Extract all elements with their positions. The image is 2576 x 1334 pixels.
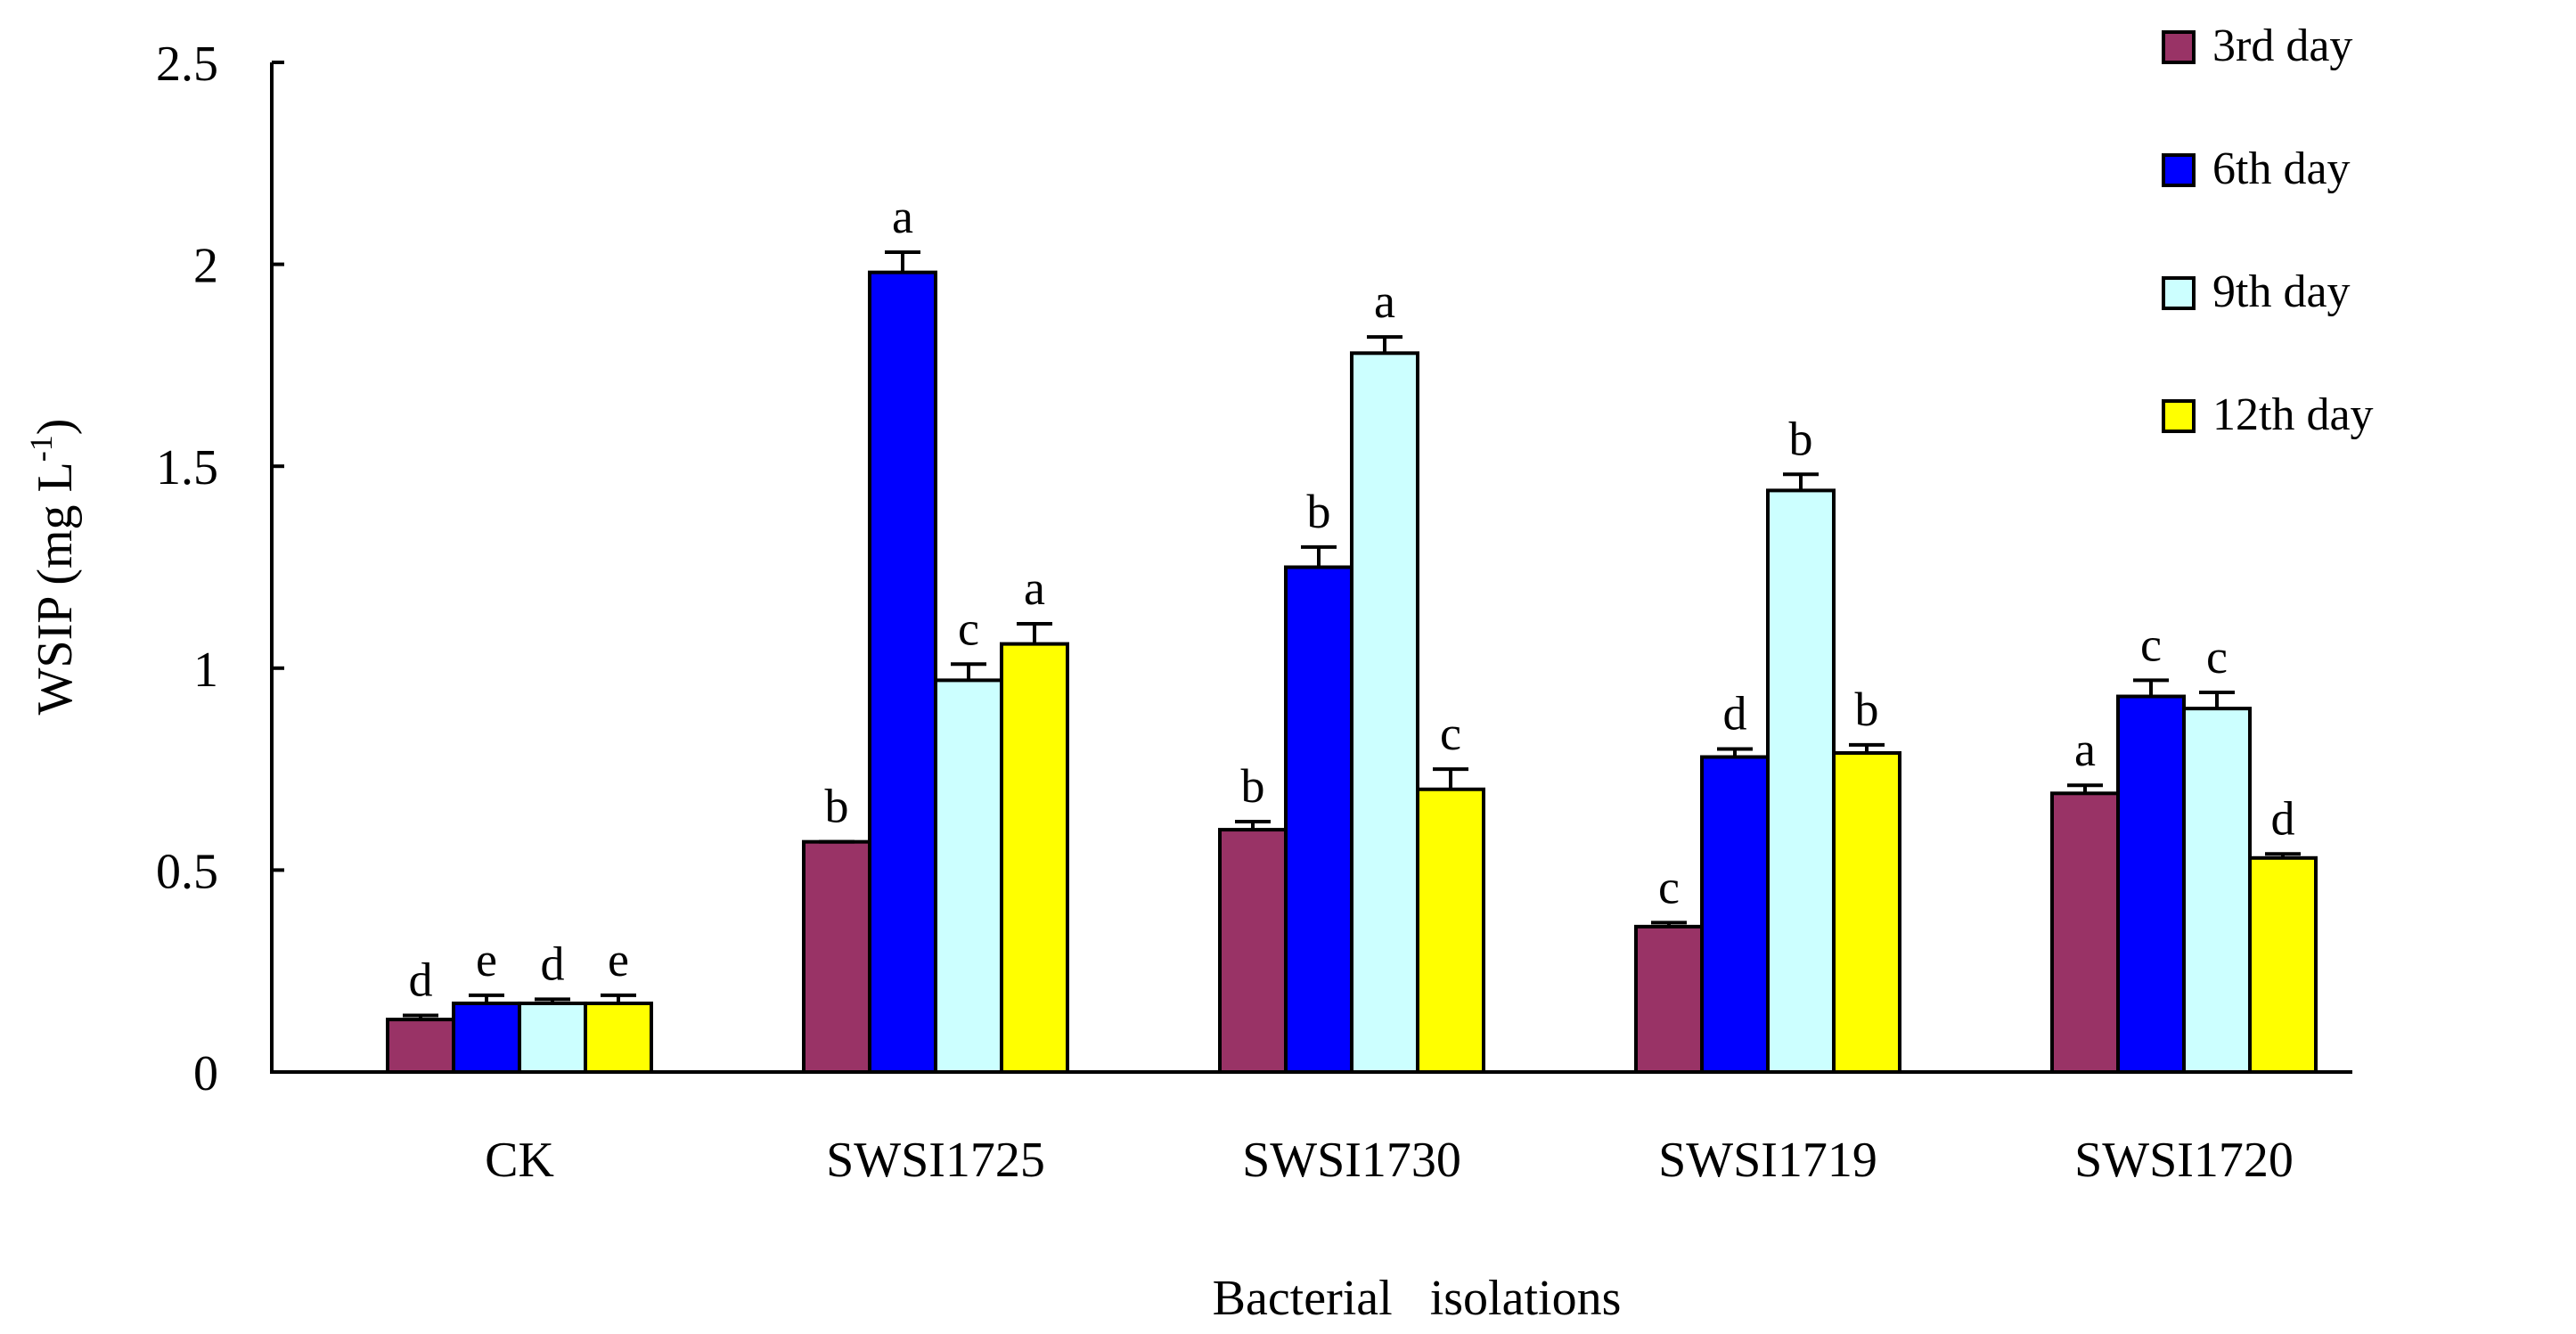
y-tick-label: 0.5 bbox=[156, 844, 218, 899]
significance-label: b bbox=[1307, 485, 1331, 538]
legend-swatch-9th-day bbox=[2162, 276, 2196, 310]
x-axis-title: Bacterial isolations bbox=[1213, 1271, 1622, 1326]
bar-swsi1725-12th-day bbox=[1000, 642, 1069, 1074]
significance-label: a bbox=[2074, 723, 2096, 776]
significance-label: d bbox=[541, 937, 565, 990]
bar-swsi1725-9th-day bbox=[934, 678, 1003, 1074]
significance-label: c bbox=[1440, 707, 1461, 760]
bar-ck-9th-day bbox=[518, 1001, 587, 1075]
bar-swsi1725-3rd-day bbox=[802, 839, 871, 1075]
y-tick-label: 1.5 bbox=[156, 440, 218, 495]
bar-swsi1730-6th-day bbox=[1284, 565, 1353, 1074]
significance-label: b bbox=[1855, 683, 1879, 736]
significance-label: e bbox=[476, 933, 497, 986]
legend: 3rd day 6th day 9th day 12th day bbox=[2162, 20, 2374, 440]
bar-swsi1720-12th-day bbox=[2248, 855, 2318, 1075]
bar-swsi1730-12th-day bbox=[1416, 787, 1485, 1074]
y-axis-title-close: ) bbox=[28, 419, 83, 436]
bar-swsi1720-3rd-day bbox=[2050, 791, 2120, 1074]
significance-label: d bbox=[409, 953, 433, 1007]
axes-layer bbox=[270, 62, 2352, 1074]
bar-swsi1720-6th-day bbox=[2116, 694, 2186, 1074]
significance-label: c bbox=[1658, 860, 1680, 913]
bar-ck-6th-day bbox=[452, 1001, 521, 1075]
bar-swsi1719-6th-day bbox=[1700, 755, 1770, 1075]
bar-swsi1730-9th-day bbox=[1350, 351, 1419, 1074]
significance-label: c bbox=[2206, 630, 2228, 683]
y-tick-label: 1 bbox=[193, 642, 218, 698]
x-category-label: SWSI1719 bbox=[1658, 1133, 1877, 1188]
y-tick-label: 2.5 bbox=[156, 37, 218, 92]
legend-label: 3rd day bbox=[2212, 20, 2352, 71]
significance-label: a bbox=[1374, 274, 1395, 328]
bar-ck-12th-day bbox=[584, 1001, 653, 1075]
significance-label: d bbox=[2271, 791, 2295, 845]
x-category-label: SWSI1720 bbox=[2074, 1133, 2294, 1188]
error-bars-layer bbox=[403, 250, 2301, 1020]
bar-swsi1725-6th-day bbox=[868, 270, 937, 1074]
legend-label: 12th day bbox=[2212, 389, 2374, 440]
significance-label: a bbox=[892, 190, 913, 243]
significance-label: c bbox=[958, 602, 979, 655]
bar-swsi1720-9th-day bbox=[2182, 707, 2252, 1074]
x-category-label: CK bbox=[485, 1133, 554, 1188]
legend-label: 9th day bbox=[2212, 266, 2351, 317]
significance-label: b bbox=[825, 780, 849, 833]
legend-swatch-12th-day bbox=[2162, 399, 2196, 433]
legend-label: 6th day bbox=[2212, 143, 2351, 194]
bars-layer bbox=[386, 270, 2318, 1075]
y-axis-title: WSIP (mg L-1) bbox=[23, 419, 83, 716]
y-tick-label: 0 bbox=[193, 1046, 218, 1101]
significance-label: d bbox=[1723, 686, 1747, 740]
y-ticks-layer: 0 0.5 1 1.5 2 2.5 bbox=[156, 37, 284, 1101]
bar-swsi1719-3rd-day bbox=[1634, 924, 1704, 1075]
bar-swsi1719-12th-day bbox=[1832, 750, 1901, 1074]
y-tick-label: 2 bbox=[193, 239, 218, 294]
x-category-label: SWSI1730 bbox=[1242, 1133, 1461, 1188]
significance-label: b bbox=[1241, 759, 1265, 813]
x-category-labels: CK SWSI1725 SWSI1730 SWSI1719 SWSI1720 bbox=[485, 1133, 2294, 1188]
significance-label: b bbox=[1789, 412, 1813, 465]
y-axis-title-superscript: -1 bbox=[23, 435, 59, 462]
significance-label: e bbox=[608, 933, 629, 986]
bar-swsi1719-9th-day bbox=[1766, 488, 1836, 1074]
significance-label: c bbox=[2140, 618, 2162, 671]
legend-swatch-3rd-day bbox=[2162, 30, 2196, 64]
significance-label: a bbox=[1024, 561, 1045, 615]
legend-swatch-6th-day bbox=[2162, 153, 2196, 187]
y-axis-title-main: WSIP (mg L bbox=[28, 462, 83, 715]
bar-ck-3rd-day bbox=[386, 1018, 455, 1074]
x-category-label: SWSI1725 bbox=[826, 1133, 1045, 1188]
bar-swsi1730-3rd-day bbox=[1218, 828, 1288, 1075]
